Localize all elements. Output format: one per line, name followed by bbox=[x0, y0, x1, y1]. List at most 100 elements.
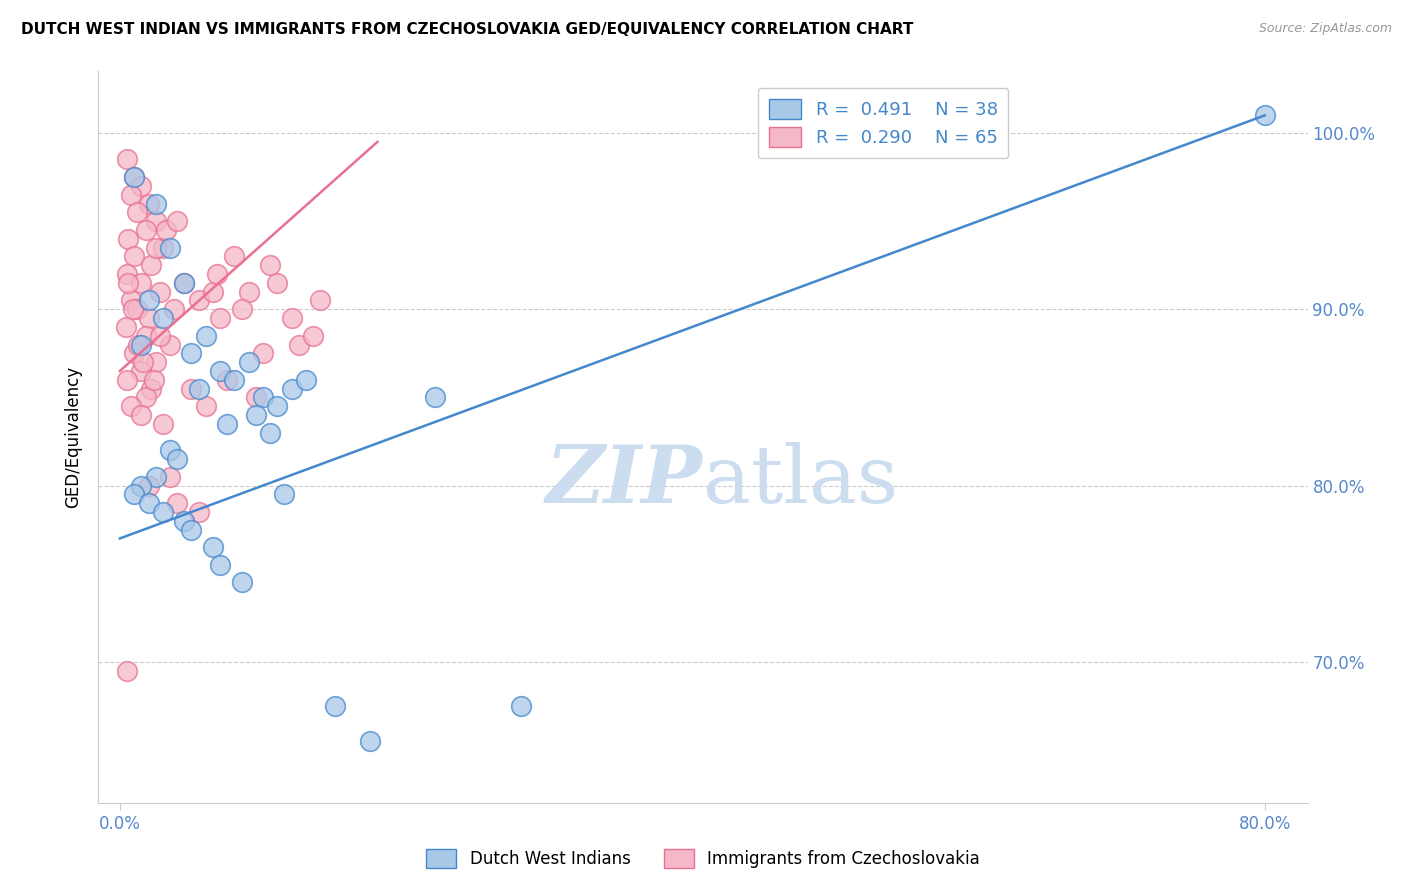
Point bbox=[180, 382, 202, 396]
Point bbox=[180, 523, 202, 537]
Point bbox=[120, 187, 142, 202]
Point bbox=[138, 478, 160, 492]
Point bbox=[359, 734, 381, 748]
Point bbox=[231, 575, 253, 590]
Point bbox=[194, 328, 217, 343]
Point bbox=[121, 302, 143, 317]
Point bbox=[217, 373, 239, 387]
Point bbox=[252, 391, 274, 405]
Point bbox=[145, 241, 167, 255]
Point bbox=[122, 170, 145, 185]
Point bbox=[131, 276, 153, 290]
Point bbox=[138, 496, 160, 510]
Point bbox=[159, 241, 181, 255]
Point bbox=[287, 337, 309, 351]
Point bbox=[115, 153, 138, 167]
Point bbox=[138, 196, 160, 211]
Point bbox=[163, 302, 186, 317]
Point bbox=[323, 698, 346, 713]
Point bbox=[141, 382, 163, 396]
Point bbox=[1253, 108, 1275, 122]
Point bbox=[224, 249, 246, 263]
Point bbox=[159, 443, 181, 458]
Point bbox=[166, 452, 188, 467]
Point bbox=[135, 223, 157, 237]
Text: atlas: atlas bbox=[703, 442, 898, 520]
Point bbox=[209, 558, 232, 572]
Point bbox=[209, 364, 232, 378]
Point bbox=[205, 267, 228, 281]
Point bbox=[122, 170, 145, 185]
Point bbox=[155, 223, 177, 237]
Point bbox=[145, 469, 167, 483]
Point bbox=[209, 311, 232, 326]
Point bbox=[152, 505, 174, 519]
Point bbox=[173, 514, 195, 528]
Point bbox=[127, 337, 149, 351]
Point bbox=[122, 487, 145, 501]
Point bbox=[231, 302, 253, 317]
Point bbox=[120, 399, 142, 413]
Point bbox=[115, 664, 138, 678]
Point bbox=[131, 337, 153, 351]
Point bbox=[509, 698, 531, 713]
Point bbox=[152, 311, 174, 326]
Point bbox=[131, 408, 153, 422]
Point bbox=[152, 241, 174, 255]
Point bbox=[295, 373, 318, 387]
Point bbox=[423, 391, 446, 405]
Point bbox=[309, 293, 332, 308]
Point bbox=[138, 293, 160, 308]
Point bbox=[238, 355, 260, 369]
Point bbox=[280, 382, 302, 396]
Point bbox=[166, 214, 188, 228]
Point bbox=[173, 276, 195, 290]
Point bbox=[122, 346, 145, 360]
Point bbox=[266, 399, 288, 413]
Point bbox=[180, 346, 202, 360]
Point bbox=[266, 276, 288, 290]
Point bbox=[201, 540, 224, 554]
Point bbox=[217, 417, 239, 431]
Point bbox=[173, 276, 195, 290]
Point bbox=[141, 258, 163, 272]
Point bbox=[159, 337, 181, 351]
Point bbox=[122, 249, 145, 263]
Text: ZIP: ZIP bbox=[546, 442, 703, 520]
Point bbox=[194, 399, 217, 413]
Point bbox=[132, 355, 155, 369]
Point bbox=[117, 276, 139, 290]
Point bbox=[135, 391, 157, 405]
Legend: R =  0.491    N = 38, R =  0.290    N = 65: R = 0.491 N = 38, R = 0.290 N = 65 bbox=[758, 87, 1008, 158]
Point bbox=[145, 355, 167, 369]
Point bbox=[245, 408, 267, 422]
Text: DUTCH WEST INDIAN VS IMMIGRANTS FROM CZECHOSLOVAKIA GED/EQUIVALENCY CORRELATION : DUTCH WEST INDIAN VS IMMIGRANTS FROM CZE… bbox=[21, 22, 914, 37]
Point bbox=[166, 496, 188, 510]
Point bbox=[138, 311, 160, 326]
Point bbox=[125, 205, 148, 219]
Point bbox=[201, 285, 224, 299]
Point bbox=[187, 382, 209, 396]
Point bbox=[120, 293, 142, 308]
Point bbox=[135, 328, 157, 343]
Point bbox=[187, 505, 209, 519]
Point bbox=[273, 487, 295, 501]
Point bbox=[149, 285, 172, 299]
Point bbox=[259, 258, 281, 272]
Point bbox=[115, 373, 138, 387]
Point bbox=[280, 311, 302, 326]
Point bbox=[143, 373, 166, 387]
Point bbox=[131, 478, 153, 492]
Y-axis label: GED/Equivalency: GED/Equivalency bbox=[65, 366, 83, 508]
Point bbox=[224, 373, 246, 387]
Point bbox=[152, 417, 174, 431]
Point bbox=[145, 196, 167, 211]
Point bbox=[115, 267, 138, 281]
Point bbox=[149, 328, 172, 343]
Point bbox=[259, 425, 281, 440]
Point bbox=[187, 293, 209, 308]
Point bbox=[125, 302, 148, 317]
Point bbox=[145, 214, 167, 228]
Point bbox=[117, 232, 139, 246]
Point bbox=[159, 469, 181, 483]
